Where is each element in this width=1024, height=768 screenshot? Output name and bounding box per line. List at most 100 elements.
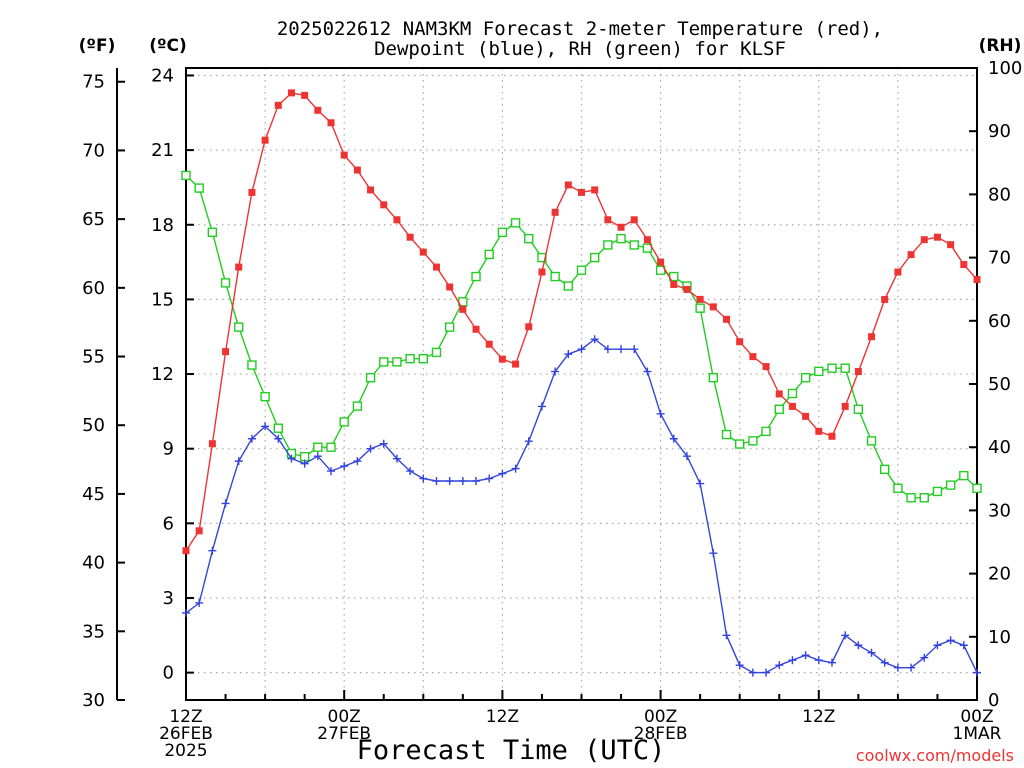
time-tick-label: 12Z	[169, 707, 202, 727]
temperature-point	[274, 101, 282, 109]
temperature-point	[670, 280, 678, 288]
rh-point	[853, 404, 864, 414]
temperature-point	[261, 136, 269, 144]
temperature-point	[367, 186, 375, 194]
celsius-axis: 0 3 6 9 12 15 18 21 24	[151, 65, 194, 684]
rh-tick-label: 30	[988, 500, 1011, 521]
dewpoint-point	[524, 437, 533, 446]
dewpoint-point	[577, 345, 586, 354]
dewpoint-point	[247, 434, 256, 443]
dewpoint-point	[261, 422, 270, 431]
temperature-point	[432, 263, 440, 271]
rh-point	[787, 388, 798, 399]
dewpoint-point	[841, 631, 850, 640]
celsius-tick-label: 15	[151, 289, 174, 310]
rh-point	[405, 354, 415, 364]
temperature-point	[287, 89, 295, 97]
temperature-series	[182, 89, 981, 555]
rh-point	[695, 303, 705, 313]
time-tick-label: 00Z	[960, 707, 993, 727]
temperature-point	[525, 323, 533, 331]
time-tick-label: 1MAR	[953, 724, 1002, 744]
dewpoint-point	[669, 434, 678, 443]
rh-tick-label: 50	[988, 374, 1011, 395]
dewpoint-point	[617, 345, 626, 354]
rh-point	[260, 391, 270, 402]
rh-point	[379, 357, 389, 367]
chart-title-line2: Dewpoint (blue), RH (green) for KLSF	[374, 38, 786, 60]
dewpoint-point	[946, 636, 955, 645]
dewpoint-point	[195, 598, 204, 607]
temperature-point	[815, 427, 823, 435]
temperature-point	[775, 390, 783, 398]
rh-point	[840, 363, 850, 373]
temperature-point	[604, 216, 612, 224]
dewpoint-point	[722, 631, 731, 640]
temperature-point	[617, 223, 625, 231]
rh-point	[800, 372, 811, 383]
temperature-point	[933, 233, 941, 241]
temperature-point	[894, 268, 902, 276]
dewpoint-point	[537, 402, 546, 411]
dewpoint-point	[458, 477, 467, 486]
rh-point	[761, 426, 771, 437]
rh-point	[181, 170, 191, 181]
temperature-point	[380, 201, 388, 209]
rh-point	[827, 363, 837, 373]
temperature-point	[947, 241, 955, 249]
dewpoint-point	[973, 668, 981, 677]
fahrenheit-unit-label: (ºF)	[79, 36, 116, 56]
rh-point	[972, 483, 982, 493]
temperature-point	[920, 236, 928, 244]
dewpoint-point	[551, 367, 560, 376]
dewpoint-point	[709, 549, 718, 558]
series-layer	[181, 89, 982, 677]
celsius-tick-label: 18	[151, 215, 174, 236]
dewpoint-point	[313, 452, 322, 461]
temperature-point	[683, 285, 691, 293]
rh-point	[326, 442, 336, 452]
fahrenheit-axis: 30 35 40 45 50 55 60 65 70 75	[82, 72, 125, 711]
rh-point	[932, 486, 943, 497]
dewpoint-point	[643, 367, 652, 376]
temperature-point	[538, 268, 546, 276]
dewpoint-point	[221, 499, 230, 508]
dewpoint-point	[366, 444, 375, 453]
rh-point	[431, 347, 442, 358]
dewpoint-point	[920, 653, 929, 662]
dewpoint-point	[498, 469, 507, 478]
dewpoint-point	[419, 474, 428, 483]
dewpoint-point	[234, 457, 243, 466]
rh-point	[194, 183, 204, 193]
dewpoint-point	[406, 467, 415, 476]
time-tick-label: 27FEB	[317, 724, 371, 744]
chart-title-line1: 2025022612 NAM3KM Forecast 2-meter Tempe…	[277, 18, 883, 40]
dewpoint-point	[564, 350, 573, 359]
temperature-point	[498, 355, 506, 363]
rh-point	[365, 372, 376, 383]
dewpoint-point	[801, 651, 810, 660]
dewpoint-point	[208, 546, 217, 555]
temperature-point	[208, 440, 216, 448]
rh-point	[880, 464, 890, 475]
dewpoint-point	[762, 668, 771, 677]
temperature-point	[301, 91, 309, 99]
dewpoint-point	[353, 457, 362, 466]
dewpoint-point	[300, 459, 309, 468]
temperature-point	[868, 333, 876, 341]
dewpoint-point	[392, 454, 401, 463]
rh-point	[919, 493, 929, 503]
rh-point	[392, 357, 402, 367]
temperature-point	[512, 360, 520, 368]
rh-tick-label: 80	[988, 184, 1011, 205]
dewpoint-point	[603, 345, 612, 354]
dewpoint-point	[432, 477, 441, 486]
rh-point	[616, 233, 626, 244]
rh-series	[181, 170, 982, 503]
dewpoint-point	[274, 434, 283, 443]
rh-tick-label: 90	[988, 121, 1011, 142]
temperature-point	[723, 315, 731, 323]
rh-unit-label: (RH)	[979, 36, 1022, 56]
rh-point	[484, 249, 494, 260]
